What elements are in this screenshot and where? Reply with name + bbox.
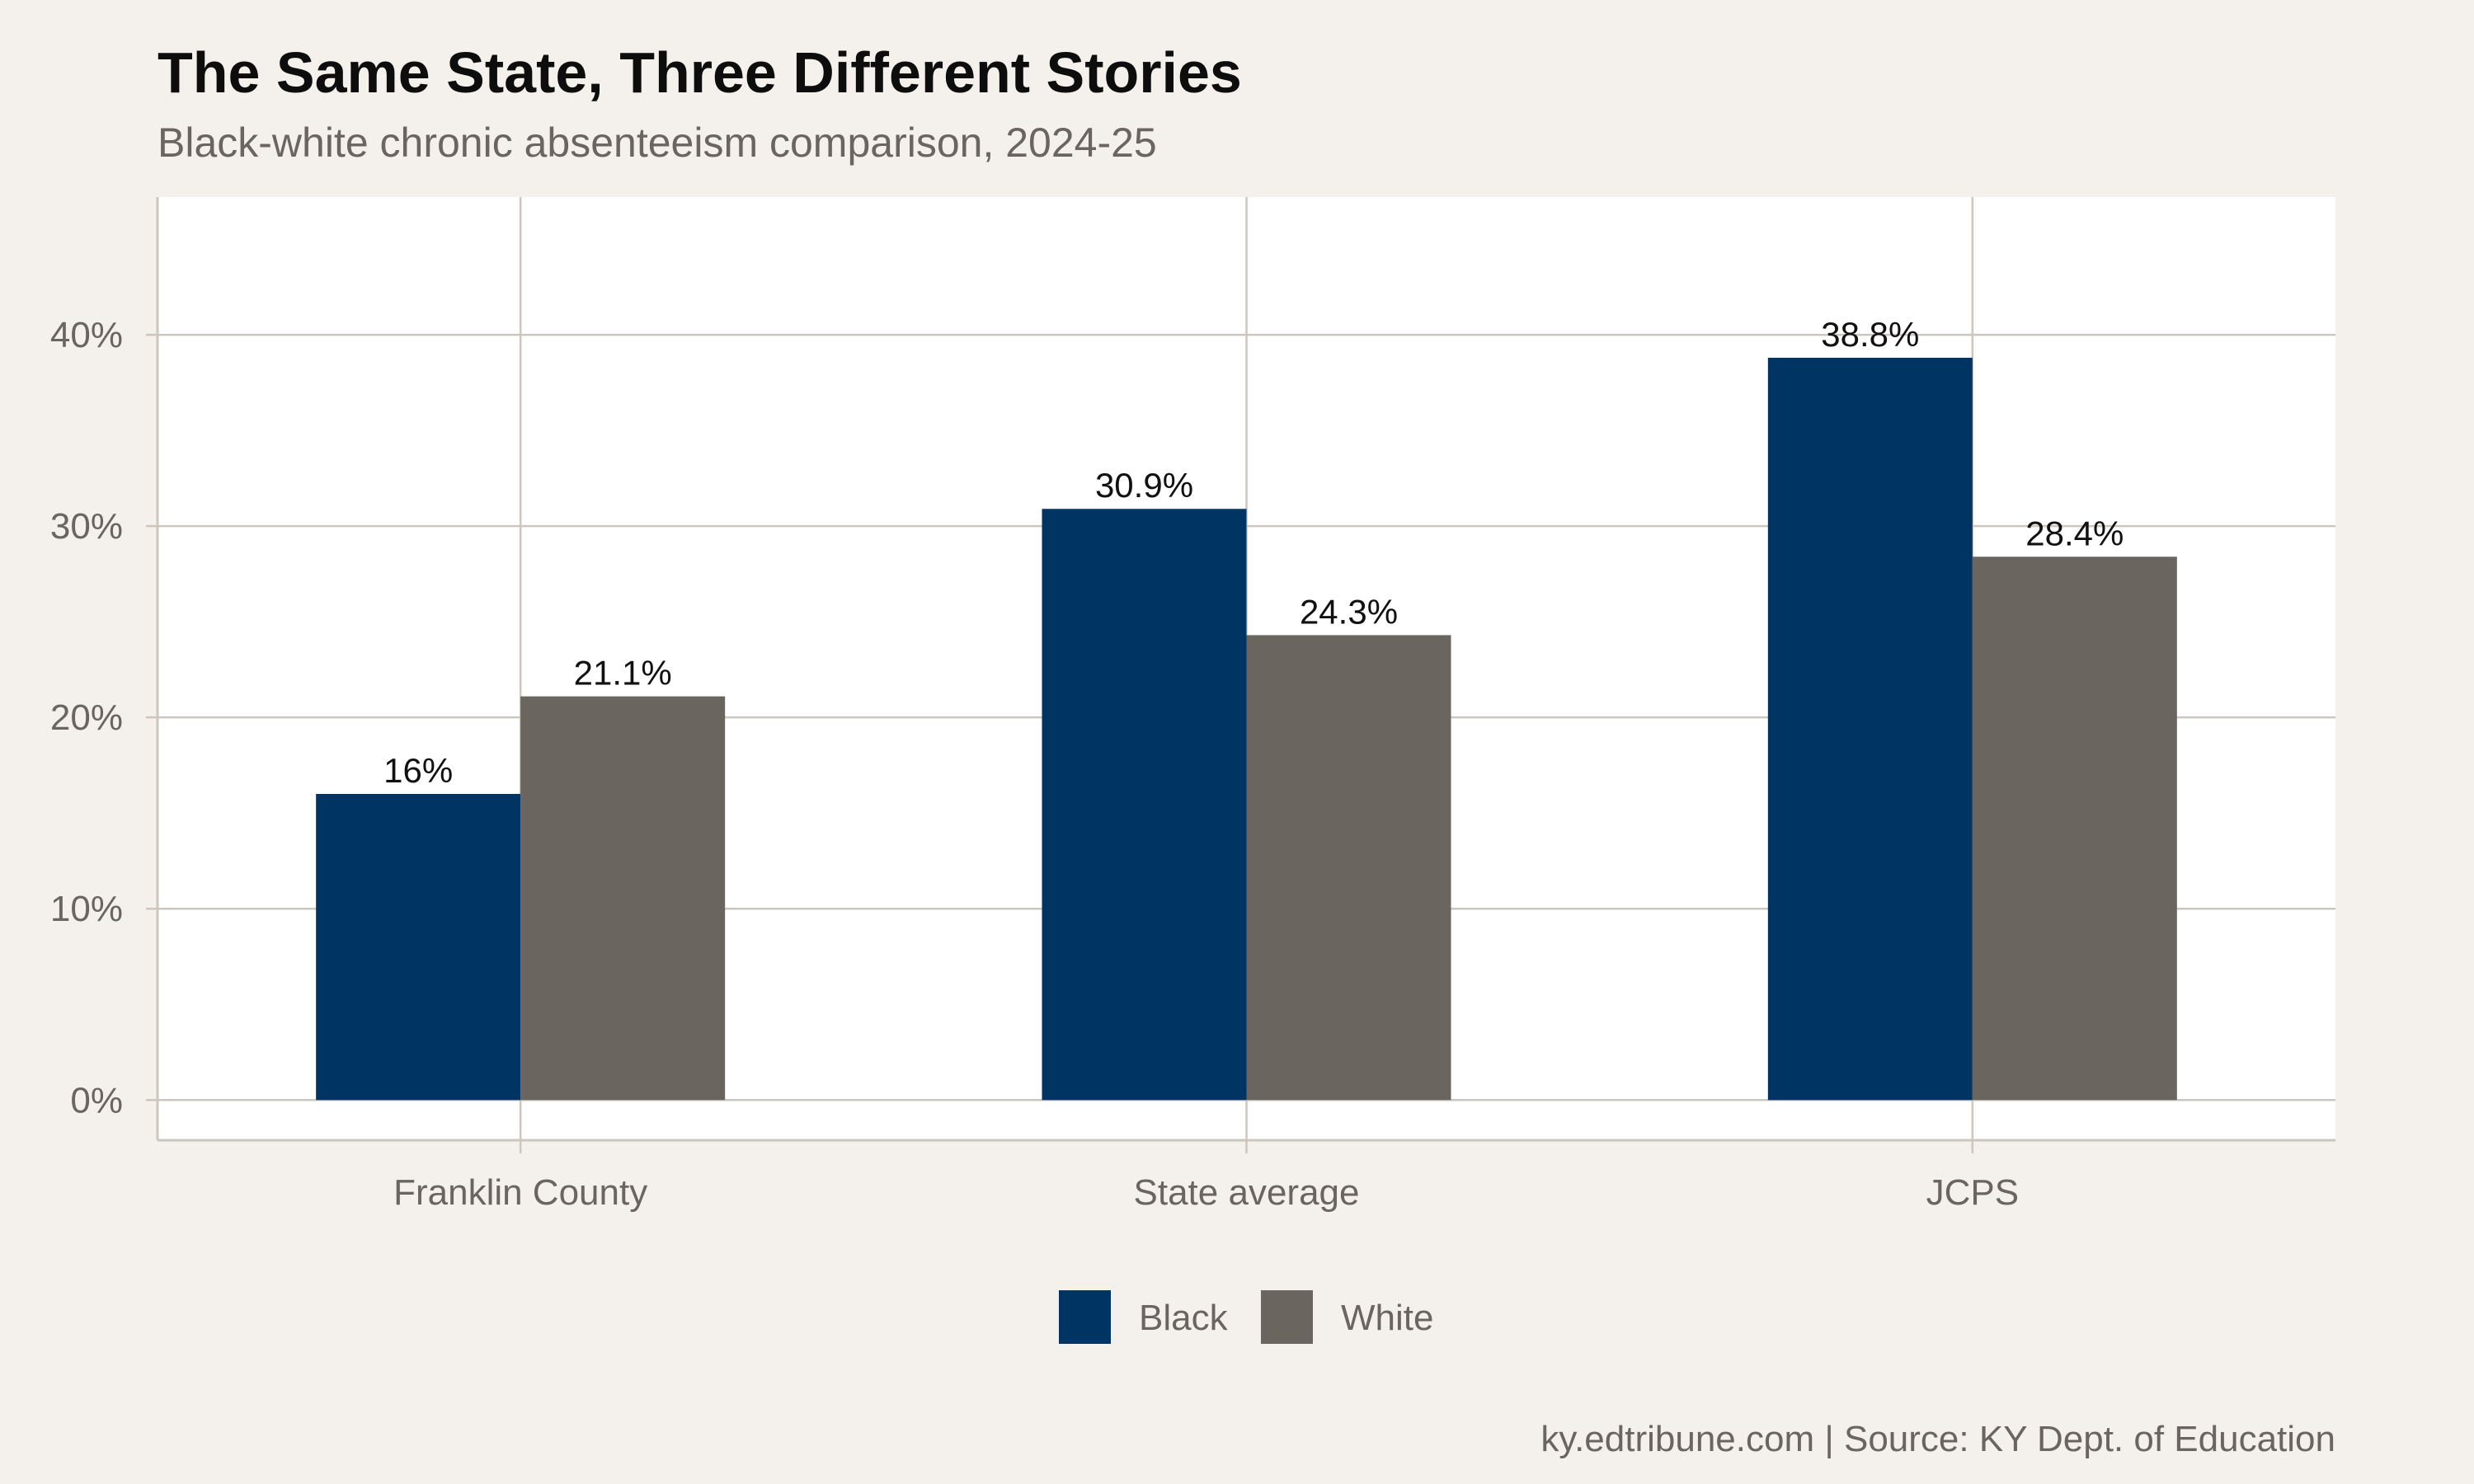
- legend-label: White: [1341, 1298, 1433, 1338]
- bars: 16% 30.9% 38.8% 21.1% 24.3% 28.4%: [316, 315, 2177, 1101]
- y-tick-label: 40%: [50, 315, 123, 355]
- legend-key-black: [1059, 1290, 1111, 1344]
- bar-black: [316, 793, 521, 1101]
- legend: Black White: [1059, 1290, 1433, 1344]
- y-tick-label: 20%: [50, 697, 123, 738]
- bar-value-label: 24.3%: [1300, 592, 1398, 631]
- bar-value-label: 21.1%: [574, 654, 672, 693]
- y-tick-label: 0%: [70, 1080, 123, 1120]
- bar-white: [1246, 635, 1451, 1101]
- x-tick-label: State average: [1134, 1172, 1360, 1213]
- bar-value-label: 30.9%: [1095, 466, 1193, 505]
- bar-value-label: 28.4%: [2025, 514, 2124, 552]
- chart-title: The Same State, Three Different Stories: [158, 40, 1242, 105]
- bar-white: [1972, 556, 2177, 1101]
- bar-white: [520, 696, 726, 1101]
- chart-subtitle: Black-white chronic absenteeism comparis…: [158, 120, 1157, 166]
- x-tick-label: Franklin County: [393, 1172, 647, 1213]
- bar-black: [1042, 509, 1247, 1101]
- chart-caption: ky.edtribune.com | Source: KY Dept. of E…: [1540, 1419, 2335, 1459]
- x-tick-label: JCPS: [1926, 1172, 2019, 1213]
- legend-label: Black: [1139, 1298, 1229, 1338]
- y-tick-label: 30%: [50, 506, 123, 547]
- bar-value-label: 16%: [383, 751, 453, 790]
- bar-black: [1767, 357, 1973, 1101]
- legend-key-white: [1261, 1290, 1313, 1344]
- axes: 0% 10% 20% 30% 40% Franklin County State avera…: [50, 197, 2335, 1213]
- bar-value-label: 38.8%: [1821, 315, 1919, 354]
- y-tick-label: 10%: [50, 889, 123, 929]
